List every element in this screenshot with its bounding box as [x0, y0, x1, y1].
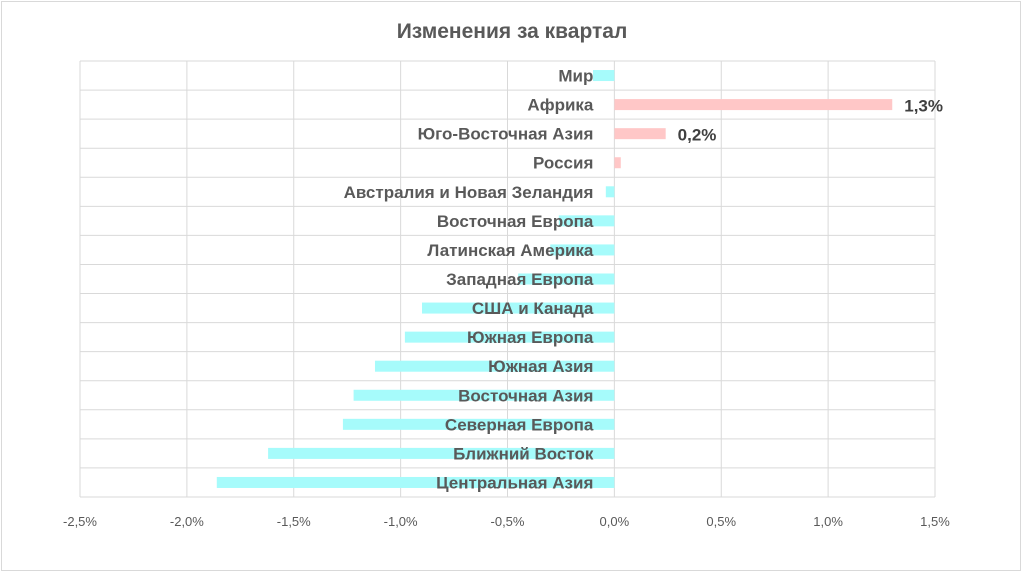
category-label: Австралия и Новая Зеландия	[344, 183, 594, 202]
category-label: Южная Азия	[488, 357, 593, 376]
category-label: Восточная Азия	[458, 386, 593, 405]
bar	[404, 331, 615, 343]
category-label: Северная Европа	[445, 415, 594, 434]
data-label: 0,2%	[678, 126, 717, 145]
x-tick-label: -1,0%	[384, 514, 418, 529]
category-label: Африка	[527, 96, 593, 115]
x-tick-label: -0,5%	[491, 514, 525, 529]
bars	[216, 70, 893, 488]
data-label: 1,3%	[904, 97, 943, 116]
bar	[593, 70, 615, 82]
category-label: Ближний Восток	[453, 444, 594, 463]
category-label: Западная Европа	[446, 270, 594, 289]
chart-title: Изменения за квартал	[396, 20, 628, 43]
bar	[216, 476, 615, 488]
category-label: Центральная Азия	[436, 473, 593, 492]
bar	[550, 244, 615, 256]
bar	[605, 186, 615, 198]
data-labels: 1,3% 0,2%	[678, 97, 943, 145]
category-labels: Мир Африка Юго-Восточная Азия Россия Австрал…	[344, 67, 594, 493]
category-label: Южная Европа	[467, 328, 594, 347]
x-tick-label: -2,5%	[63, 514, 97, 529]
category-label: Россия	[533, 154, 593, 173]
category-label: Восточная Европа	[437, 212, 594, 231]
bar	[353, 389, 615, 401]
x-tick-label: 0,0%	[600, 514, 630, 529]
bar	[342, 418, 615, 430]
bar	[518, 273, 615, 285]
x-tick-label: -1,5%	[277, 514, 311, 529]
category-label: Латинская Америка	[427, 241, 594, 260]
category-label: Мир	[558, 67, 593, 86]
bar	[374, 360, 615, 372]
category-label: США и Канада	[472, 299, 594, 318]
bar	[614, 157, 621, 169]
bar	[614, 128, 666, 140]
category-label: Юго-Восточная Азия	[418, 125, 594, 144]
x-tick-label: 0,5%	[706, 514, 736, 529]
x-tick-label: -2,0%	[170, 514, 204, 529]
bar	[558, 215, 615, 227]
x-tick-labels: -2,5% -2,0% -1,5% -1,0% -0,5% 0,0% 0,5% 1,0% 1,5…	[63, 514, 950, 529]
bar	[268, 447, 615, 459]
bar	[422, 302, 615, 314]
bar	[614, 99, 893, 111]
x-tick-label: 1,5%	[920, 514, 950, 529]
x-tick-label: 1,0%	[813, 514, 843, 529]
